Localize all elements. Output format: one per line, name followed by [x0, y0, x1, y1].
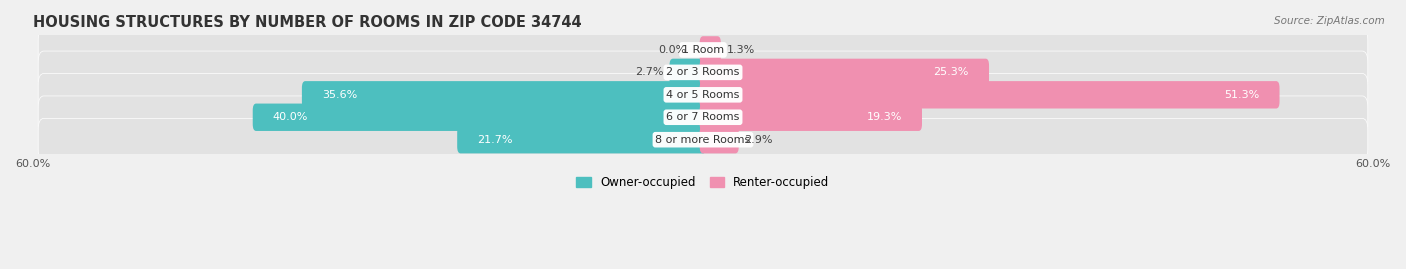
FancyBboxPatch shape	[253, 104, 706, 131]
Text: 4 or 5 Rooms: 4 or 5 Rooms	[666, 90, 740, 100]
FancyBboxPatch shape	[700, 126, 738, 153]
Text: Source: ZipAtlas.com: Source: ZipAtlas.com	[1274, 16, 1385, 26]
FancyBboxPatch shape	[700, 104, 922, 131]
FancyBboxPatch shape	[38, 29, 1368, 71]
Text: 1.3%: 1.3%	[727, 45, 755, 55]
FancyBboxPatch shape	[38, 51, 1368, 94]
FancyBboxPatch shape	[669, 59, 706, 86]
Text: 6 or 7 Rooms: 6 or 7 Rooms	[666, 112, 740, 122]
Text: 35.6%: 35.6%	[322, 90, 357, 100]
Text: 0.0%: 0.0%	[658, 45, 686, 55]
FancyBboxPatch shape	[38, 118, 1368, 161]
FancyBboxPatch shape	[700, 36, 721, 63]
Text: 25.3%: 25.3%	[934, 67, 969, 77]
Text: 2.9%: 2.9%	[744, 135, 773, 145]
Text: 1 Room: 1 Room	[682, 45, 724, 55]
Text: 40.0%: 40.0%	[273, 112, 308, 122]
Text: 19.3%: 19.3%	[866, 112, 901, 122]
Text: 51.3%: 51.3%	[1225, 90, 1260, 100]
FancyBboxPatch shape	[38, 73, 1368, 116]
Text: 2 or 3 Rooms: 2 or 3 Rooms	[666, 67, 740, 77]
Legend: Owner-occupied, Renter-occupied: Owner-occupied, Renter-occupied	[572, 171, 834, 194]
FancyBboxPatch shape	[700, 81, 1279, 108]
Text: 2.7%: 2.7%	[636, 67, 664, 77]
Text: HOUSING STRUCTURES BY NUMBER OF ROOMS IN ZIP CODE 34744: HOUSING STRUCTURES BY NUMBER OF ROOMS IN…	[32, 15, 581, 30]
FancyBboxPatch shape	[700, 59, 988, 86]
FancyBboxPatch shape	[302, 81, 706, 108]
Text: 8 or more Rooms: 8 or more Rooms	[655, 135, 751, 145]
FancyBboxPatch shape	[38, 96, 1368, 139]
Text: 21.7%: 21.7%	[477, 135, 513, 145]
FancyBboxPatch shape	[457, 126, 706, 153]
